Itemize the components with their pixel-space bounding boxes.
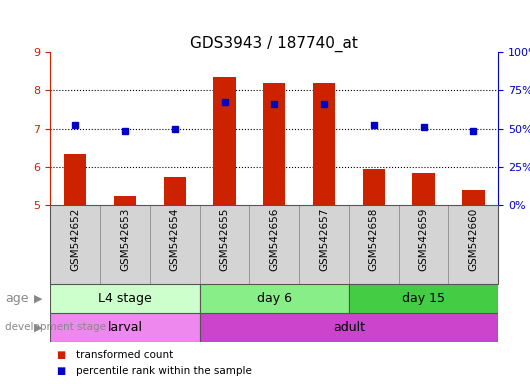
Bar — [64, 154, 86, 205]
Text: GSM542654: GSM542654 — [170, 208, 180, 271]
Bar — [150, 205, 200, 284]
Bar — [200, 313, 498, 342]
Text: ▶: ▶ — [34, 322, 42, 333]
Bar — [164, 177, 186, 205]
Bar — [349, 205, 399, 284]
Bar — [200, 284, 349, 313]
Text: GSM542660: GSM542660 — [469, 208, 478, 271]
Text: L4 stage: L4 stage — [98, 292, 152, 305]
Bar — [313, 83, 335, 205]
Bar — [50, 313, 200, 342]
Text: ■: ■ — [56, 350, 65, 360]
Bar — [200, 205, 250, 284]
Text: GSM542655: GSM542655 — [219, 208, 229, 271]
Bar — [114, 196, 136, 205]
Bar — [462, 190, 484, 205]
Text: GSM542652: GSM542652 — [70, 208, 80, 271]
Bar — [50, 205, 100, 284]
Bar — [50, 284, 200, 313]
Text: age: age — [5, 292, 29, 305]
Text: larval: larval — [108, 321, 143, 334]
Text: GSM542653: GSM542653 — [120, 208, 130, 271]
Text: adult: adult — [333, 321, 365, 334]
Text: GSM542658: GSM542658 — [369, 208, 379, 271]
Text: GSM542656: GSM542656 — [269, 208, 279, 271]
Bar — [412, 173, 435, 205]
Bar — [263, 83, 286, 205]
Bar — [363, 169, 385, 205]
Text: GSM542657: GSM542657 — [319, 208, 329, 271]
Text: GSM542659: GSM542659 — [419, 208, 429, 271]
Text: percentile rank within the sample: percentile rank within the sample — [76, 366, 252, 376]
Text: ■: ■ — [56, 366, 65, 376]
Bar — [299, 205, 349, 284]
Bar — [448, 205, 498, 284]
Text: development stage: development stage — [5, 322, 107, 333]
Title: GDS3943 / 187740_at: GDS3943 / 187740_at — [190, 36, 358, 52]
Bar — [250, 205, 299, 284]
Bar — [100, 205, 150, 284]
Text: ▶: ▶ — [34, 293, 42, 304]
Bar — [213, 77, 236, 205]
Text: day 6: day 6 — [257, 292, 292, 305]
Bar — [349, 284, 498, 313]
Bar — [399, 205, 448, 284]
Text: day 15: day 15 — [402, 292, 445, 305]
Text: transformed count: transformed count — [76, 350, 173, 360]
